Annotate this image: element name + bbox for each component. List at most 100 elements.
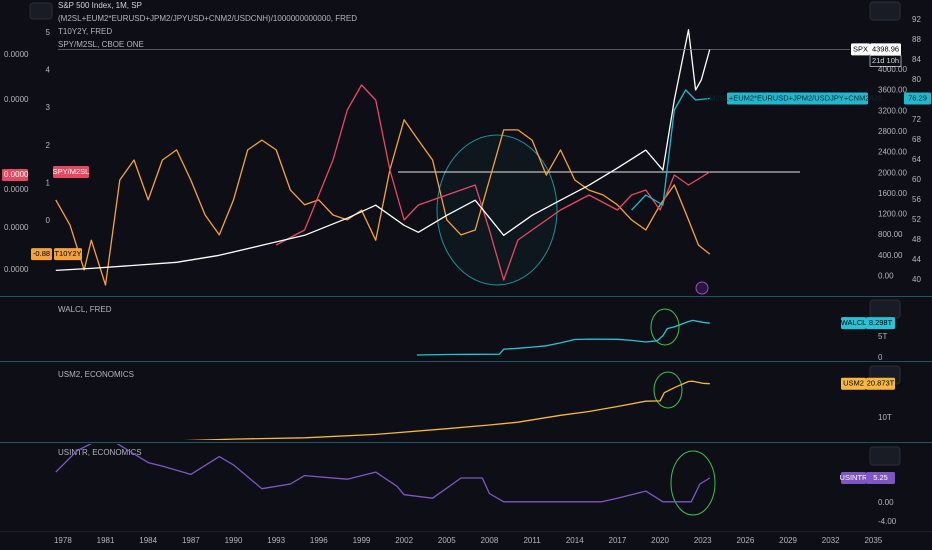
x-tick-label: 1990: [225, 536, 243, 545]
y-tick-label: 10T: [878, 413, 892, 422]
y-tick-label: 72: [912, 115, 921, 124]
x-tick-label: 1981: [97, 536, 115, 545]
series-line: [631, 89, 710, 211]
left-scale-label: 0.0000: [4, 265, 29, 274]
badge-text: USM2: [843, 379, 864, 388]
y-tick-label: 2: [46, 141, 51, 150]
y-tick-label: 0: [46, 216, 51, 225]
y-tick-label: 2000.00: [878, 168, 907, 177]
y-tick-label: 48: [912, 235, 921, 244]
y-tick-label: 400.00: [878, 251, 903, 260]
series-line: [55, 29, 711, 272]
pane-button[interactable]: [869, 299, 901, 319]
series-line: [55, 119, 711, 286]
x-tick-label: 1987: [182, 536, 200, 545]
y-tick-label: 0.00: [878, 498, 894, 507]
badge-box: [841, 377, 866, 390]
x-tick-label: 1999: [353, 536, 371, 545]
y-tick-label: 80: [912, 75, 921, 84]
event-icon[interactable]: [695, 281, 709, 295]
x-tick-label: 2011: [523, 536, 541, 545]
left-scale-label: 0.0000: [4, 95, 29, 104]
series-group: [416, 319, 710, 356]
x-tick-label: 2035: [864, 536, 882, 545]
badge-box: [866, 377, 895, 390]
series-group: [183, 380, 710, 440]
pane-title: USINTR, ECONOMICS: [58, 448, 142, 457]
badge-text: SPY/M2SL: [53, 167, 90, 176]
badge-text: SPX: [853, 44, 868, 53]
badge-text: USINTR: [840, 473, 869, 482]
x-tick-label: 2005: [438, 536, 456, 545]
x-tick-label: 1996: [310, 536, 328, 545]
y-tick-label: 800.00: [878, 230, 903, 239]
pane-button[interactable]: [869, 446, 901, 466]
y-tick-label: 64: [912, 155, 921, 164]
legend-entry: SPY/M2SL, CBOE ONE: [58, 40, 144, 49]
x-tick-label: 2017: [609, 536, 627, 545]
y-tick-label: 52: [912, 215, 921, 224]
x-tick-label: 2023: [694, 536, 712, 545]
y-tick-label: 2400.00: [878, 148, 907, 157]
annotation-circle: [670, 450, 716, 516]
badge-box: [904, 92, 931, 105]
pane-button[interactable]: [869, 1, 901, 21]
x-tick-label: 2014: [566, 536, 584, 545]
countdown: 21d 10h: [872, 56, 899, 65]
left-scale-label: 0.0000: [4, 185, 29, 194]
x-tick-label: 1993: [267, 536, 285, 545]
badge-box: [31, 248, 52, 261]
x-tick-label: 1984: [139, 536, 157, 545]
x-tick-label: 2026: [736, 536, 754, 545]
countdown-box: [869, 55, 902, 67]
badge-text: 5.25: [873, 473, 888, 482]
left-scale-label: 0.0000: [4, 223, 29, 232]
badge-box: [851, 43, 870, 56]
series-line: [183, 380, 710, 440]
pane-title: USM2, ECONOMICS: [58, 370, 134, 379]
left-scale-label: 0.0000: [4, 50, 29, 59]
x-tick-label: 2032: [822, 536, 840, 545]
left-scale-label: 0.0000: [4, 170, 29, 179]
y-tick-label: 0.00: [878, 271, 894, 280]
y-tick-label: 4000.00: [878, 65, 907, 74]
y-tick-label: 1200.00: [878, 210, 907, 219]
badge-box: [727, 92, 868, 105]
menu-button[interactable]: [29, 2, 53, 20]
badge-text: WALCL: [841, 318, 867, 327]
y-tick-label: 1600.00: [878, 189, 907, 198]
badge-text: 4398.96: [872, 44, 899, 53]
y-tick-label: 5: [46, 28, 51, 37]
legend-entry: T10Y2Y, FRED: [58, 27, 112, 36]
badge-box: [841, 317, 866, 330]
x-tick-label: 2020: [651, 536, 669, 545]
badge-text: 8.298T: [869, 318, 893, 327]
badge-box: [866, 472, 895, 485]
badge-box: [870, 43, 901, 56]
badge-text: T10Y2Y: [54, 249, 81, 258]
y-tick-label: 3: [46, 103, 51, 112]
x-tick-label: 2008: [481, 536, 499, 545]
badge-text: 76.29: [908, 94, 927, 103]
y-tick-label: 3200.00: [878, 106, 907, 115]
badge-box: [841, 472, 866, 485]
badge-box: [53, 166, 89, 178]
annotation-circle: [653, 371, 683, 409]
x-tick-label: 2002: [395, 536, 413, 545]
badge-box: [54, 248, 82, 261]
badge-text: (M2SL+EUM2*EURUSD+JPM2/USDJPY+CNM2/US...: [707, 94, 889, 103]
y-tick-label: -4.00: [878, 517, 897, 526]
y-tick-label: 40: [912, 275, 921, 284]
badge-box: [866, 317, 895, 330]
series-group: [55, 29, 711, 286]
badge-text: 20.873T: [867, 379, 895, 388]
badge-text: -0.88: [33, 249, 50, 258]
y-tick-label: 56: [912, 195, 921, 204]
annotation-circle: [650, 308, 680, 346]
legend-entry: (M2SL+EUM2*EURUSD+JPM2/JPYUSD+CNM2/USDCN…: [58, 14, 357, 23]
y-tick-label: 60: [912, 175, 921, 184]
series-line: [416, 319, 710, 356]
y-tick-label: 92: [912, 15, 921, 24]
series-group: [55, 444, 711, 503]
